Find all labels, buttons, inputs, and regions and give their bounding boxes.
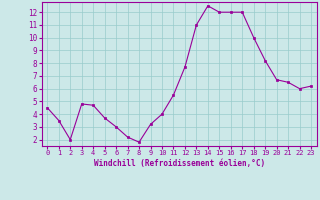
X-axis label: Windchill (Refroidissement éolien,°C): Windchill (Refroidissement éolien,°C): [94, 159, 265, 168]
